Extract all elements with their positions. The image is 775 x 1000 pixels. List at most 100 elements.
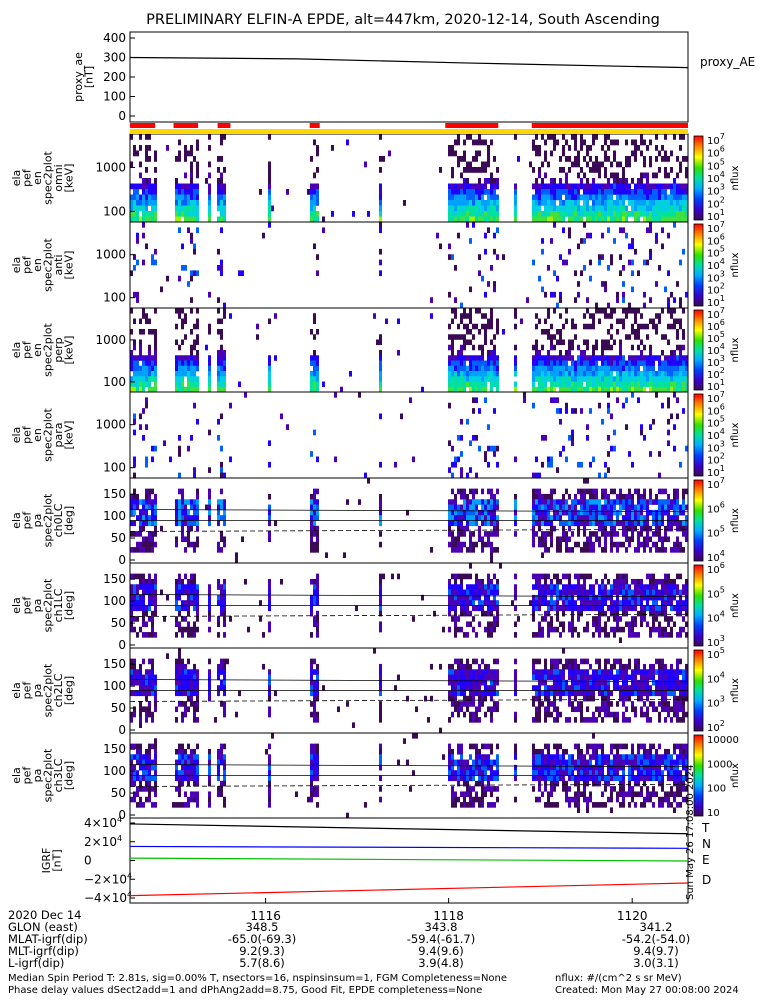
spec-cell xyxy=(646,172,649,179)
spec-cell xyxy=(565,520,568,527)
spec-cell xyxy=(607,669,610,675)
spec-cell xyxy=(637,386,640,393)
spec-cell xyxy=(457,194,460,201)
spec-cell xyxy=(679,350,682,356)
spec-cell xyxy=(268,189,271,195)
spec-cell xyxy=(541,189,544,195)
spec-cell xyxy=(565,509,568,516)
spec-cell xyxy=(640,355,643,361)
spec-cell xyxy=(316,547,319,553)
spec-cell xyxy=(496,461,499,468)
spec-cell xyxy=(580,605,583,612)
spec-cell xyxy=(535,594,538,601)
spec-cell xyxy=(613,355,616,361)
spec-cell xyxy=(220,183,223,190)
spec-cell xyxy=(184,690,187,697)
spec-cell xyxy=(616,329,619,335)
spec-cell xyxy=(463,663,466,670)
spec-cell xyxy=(676,397,679,404)
spec-cell xyxy=(616,211,619,217)
spec-cell xyxy=(457,456,460,463)
spec-cell xyxy=(268,167,271,173)
spec-cell xyxy=(643,488,646,495)
spec-cell xyxy=(487,605,490,612)
spec-cell xyxy=(622,172,625,179)
spec-cell xyxy=(682,669,685,675)
spec-cell xyxy=(310,205,313,212)
spec-cell xyxy=(538,626,541,633)
spec-cell xyxy=(586,600,589,606)
spec-cell xyxy=(661,499,664,505)
spec-cell xyxy=(457,360,460,367)
spec-cell xyxy=(541,286,544,293)
spec-cell xyxy=(184,216,187,223)
spec-cell xyxy=(490,308,493,314)
spec-cell xyxy=(184,205,187,212)
spec-cell xyxy=(478,211,481,217)
spec-cell xyxy=(598,402,601,409)
spec-cell xyxy=(145,150,148,157)
spec-cell xyxy=(472,584,475,590)
spec-cell xyxy=(310,663,313,670)
spec-cell xyxy=(580,408,583,414)
spec-cell xyxy=(598,663,601,670)
spec-cell xyxy=(460,690,463,697)
spec-cell xyxy=(268,376,271,382)
spec-cell xyxy=(478,216,481,223)
spec-cell xyxy=(595,509,598,516)
spec-cell xyxy=(652,515,655,521)
spec-cell xyxy=(463,355,466,361)
spec-cell xyxy=(184,674,187,681)
spec-cell xyxy=(667,685,670,691)
spec-cell xyxy=(667,376,670,382)
spec-cell xyxy=(589,504,592,511)
spec-cell xyxy=(535,499,538,505)
spec-cell xyxy=(208,134,211,140)
spec-cell xyxy=(568,194,571,201)
spec-cell xyxy=(685,520,688,527)
spec-cell xyxy=(148,499,151,505)
spec-cell xyxy=(586,674,589,681)
spec-cell xyxy=(568,690,571,697)
ylabel-pef_pa_ch0-5: [deg] xyxy=(63,506,76,535)
spec-cell xyxy=(592,499,595,505)
spec-cell xyxy=(190,365,193,372)
spec-cell xyxy=(604,632,607,638)
spec-cell xyxy=(460,663,463,670)
spec-cell xyxy=(682,525,685,532)
spec-cell xyxy=(541,679,544,686)
spec-cell xyxy=(661,334,664,340)
spec-cell xyxy=(154,632,157,638)
spec-cell xyxy=(649,488,652,495)
spec-cell xyxy=(484,371,487,377)
spec-cell xyxy=(583,658,586,665)
spec-cell xyxy=(565,381,568,388)
spec-cell xyxy=(568,167,571,173)
spec-cell xyxy=(196,308,199,314)
spec-cell xyxy=(556,355,559,361)
spec-cell xyxy=(151,616,154,622)
spec-cell xyxy=(454,355,457,361)
spec-cell xyxy=(682,334,685,340)
spec-cell xyxy=(181,243,184,250)
spec-cell xyxy=(601,344,604,351)
spec-cell xyxy=(193,211,196,217)
spec-cell xyxy=(208,329,211,335)
spec-cell xyxy=(631,211,634,217)
spec-cell xyxy=(550,578,553,585)
spec-cell xyxy=(571,435,574,441)
spec-cell xyxy=(592,178,595,184)
spec-cell xyxy=(577,205,580,212)
spec-cell xyxy=(478,695,481,702)
spec-cell xyxy=(154,525,157,532)
spec-cell xyxy=(463,376,466,382)
spec-cell xyxy=(613,610,616,617)
spec-cell xyxy=(682,194,685,201)
spec-cell xyxy=(481,701,484,707)
spec-cell xyxy=(196,270,199,277)
spec-cell xyxy=(631,381,634,388)
spec-cell xyxy=(619,669,622,675)
spec-cell xyxy=(658,632,661,638)
spec-cell xyxy=(652,578,655,585)
spec-cell xyxy=(316,541,319,548)
